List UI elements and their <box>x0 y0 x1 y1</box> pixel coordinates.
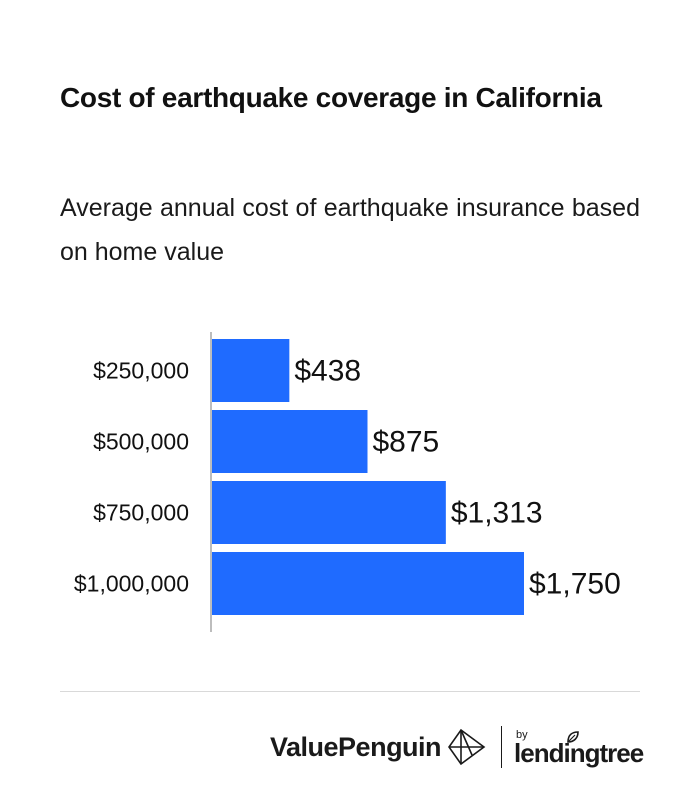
category-label-1: $500,000 <box>93 429 189 455</box>
category-label-2: $750,000 <box>93 500 189 526</box>
value-label-0: $438 <box>294 355 361 388</box>
bar-chart: $250,000 $438 $500,000 $875 $750,000 $1,313 $1… <box>74 332 621 632</box>
valuepenguin-wordmark: ValuePenguin <box>270 731 442 762</box>
valuepenguin-logo-icon <box>448 728 486 766</box>
category-label-0: $250,000 <box>93 358 189 384</box>
bar-3 <box>211 552 524 615</box>
lendingtree-logo: by lendingtree <box>514 722 644 772</box>
category-label-3: $1,000,000 <box>74 571 189 597</box>
value-label-1: $875 <box>373 426 440 459</box>
bar-0 <box>211 339 290 402</box>
value-label-3: $1,750 <box>529 568 621 601</box>
value-label-2: $1,313 <box>451 497 543 530</box>
chart-title: Cost of earthquake coverage in Californi… <box>60 82 602 113</box>
footer-brand: ValuePenguin by lendingtree <box>270 722 644 772</box>
bar-1 <box>211 410 368 473</box>
lendingtree-by: by <box>516 729 528 741</box>
bars-group <box>211 339 524 615</box>
footer-divider <box>60 691 640 692</box>
chart-subtitle: Average annual cost of earthquake insura… <box>60 194 640 266</box>
lendingtree-wordmark: lendingtree <box>514 738 644 768</box>
labels-group: $250,000 $438 $500,000 $875 $750,000 $1,313 $1… <box>74 355 621 601</box>
brand-separator <box>501 726 503 768</box>
bar-2 <box>211 481 446 544</box>
lendingtree-leaf-icon <box>567 731 579 743</box>
